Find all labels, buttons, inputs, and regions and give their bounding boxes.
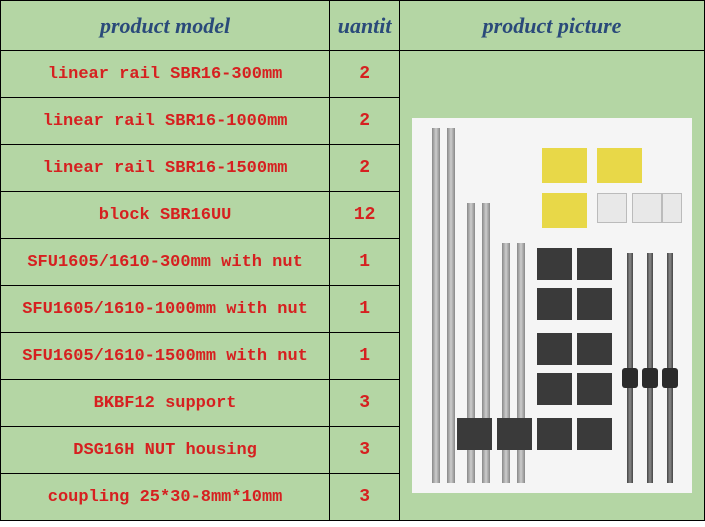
product-image bbox=[412, 118, 692, 493]
header-product-picture: product picture bbox=[400, 1, 705, 51]
qty-cell: 12 bbox=[330, 192, 400, 239]
block-graphic bbox=[497, 418, 532, 450]
block-graphic bbox=[577, 418, 612, 450]
model-cell: DSG16H NUT housing bbox=[1, 427, 330, 474]
block-graphic bbox=[457, 418, 492, 450]
housing-graphic bbox=[632, 193, 662, 223]
package-graphic bbox=[597, 148, 642, 183]
qty-cell: 2 bbox=[330, 145, 400, 192]
qty-cell: 1 bbox=[330, 239, 400, 286]
block-graphic bbox=[577, 248, 612, 280]
qty-cell: 1 bbox=[330, 333, 400, 380]
package-graphic bbox=[542, 148, 587, 183]
model-cell: BKBF12 support bbox=[1, 380, 330, 427]
model-cell: linear rail SBR16-1500mm bbox=[1, 145, 330, 192]
product-specification-table: product model uantit product picture lin… bbox=[0, 0, 705, 521]
block-graphic bbox=[577, 288, 612, 320]
model-cell: block SBR16UU bbox=[1, 192, 330, 239]
block-graphic bbox=[537, 248, 572, 280]
qty-cell: 1 bbox=[330, 286, 400, 333]
qty-cell: 2 bbox=[330, 51, 400, 98]
header-product-model: product model bbox=[1, 1, 330, 51]
header-quantity: uantit bbox=[330, 1, 400, 51]
block-graphic bbox=[537, 418, 572, 450]
product-image-container bbox=[400, 51, 704, 520]
housing-graphic bbox=[597, 193, 627, 223]
block-graphic bbox=[537, 288, 572, 320]
nut-graphic bbox=[662, 368, 678, 388]
table-header-row: product model uantit product picture bbox=[1, 1, 705, 51]
model-cell: linear rail SBR16-1000mm bbox=[1, 98, 330, 145]
rail-graphic bbox=[432, 128, 440, 483]
block-graphic bbox=[537, 373, 572, 405]
product-picture-cell bbox=[400, 51, 705, 521]
model-cell: linear rail SBR16-300mm bbox=[1, 51, 330, 98]
block-graphic bbox=[537, 333, 572, 365]
housing-graphic bbox=[662, 193, 682, 223]
qty-cell: 2 bbox=[330, 98, 400, 145]
block-graphic bbox=[577, 333, 612, 365]
nut-graphic bbox=[622, 368, 638, 388]
model-cell: coupling 25*30-8mm*10mm bbox=[1, 474, 330, 521]
model-cell: SFU1605/1610-1500mm with nut bbox=[1, 333, 330, 380]
nut-graphic bbox=[642, 368, 658, 388]
block-graphic bbox=[577, 373, 612, 405]
qty-cell: 3 bbox=[330, 474, 400, 521]
rail-graphic bbox=[447, 128, 455, 483]
package-graphic bbox=[542, 193, 587, 228]
table-row: linear rail SBR16-300mm 2 bbox=[1, 51, 705, 98]
model-cell: SFU1605/1610-1000mm with nut bbox=[1, 286, 330, 333]
qty-cell: 3 bbox=[330, 427, 400, 474]
model-cell: SFU1605/1610-300mm with nut bbox=[1, 239, 330, 286]
qty-cell: 3 bbox=[330, 380, 400, 427]
